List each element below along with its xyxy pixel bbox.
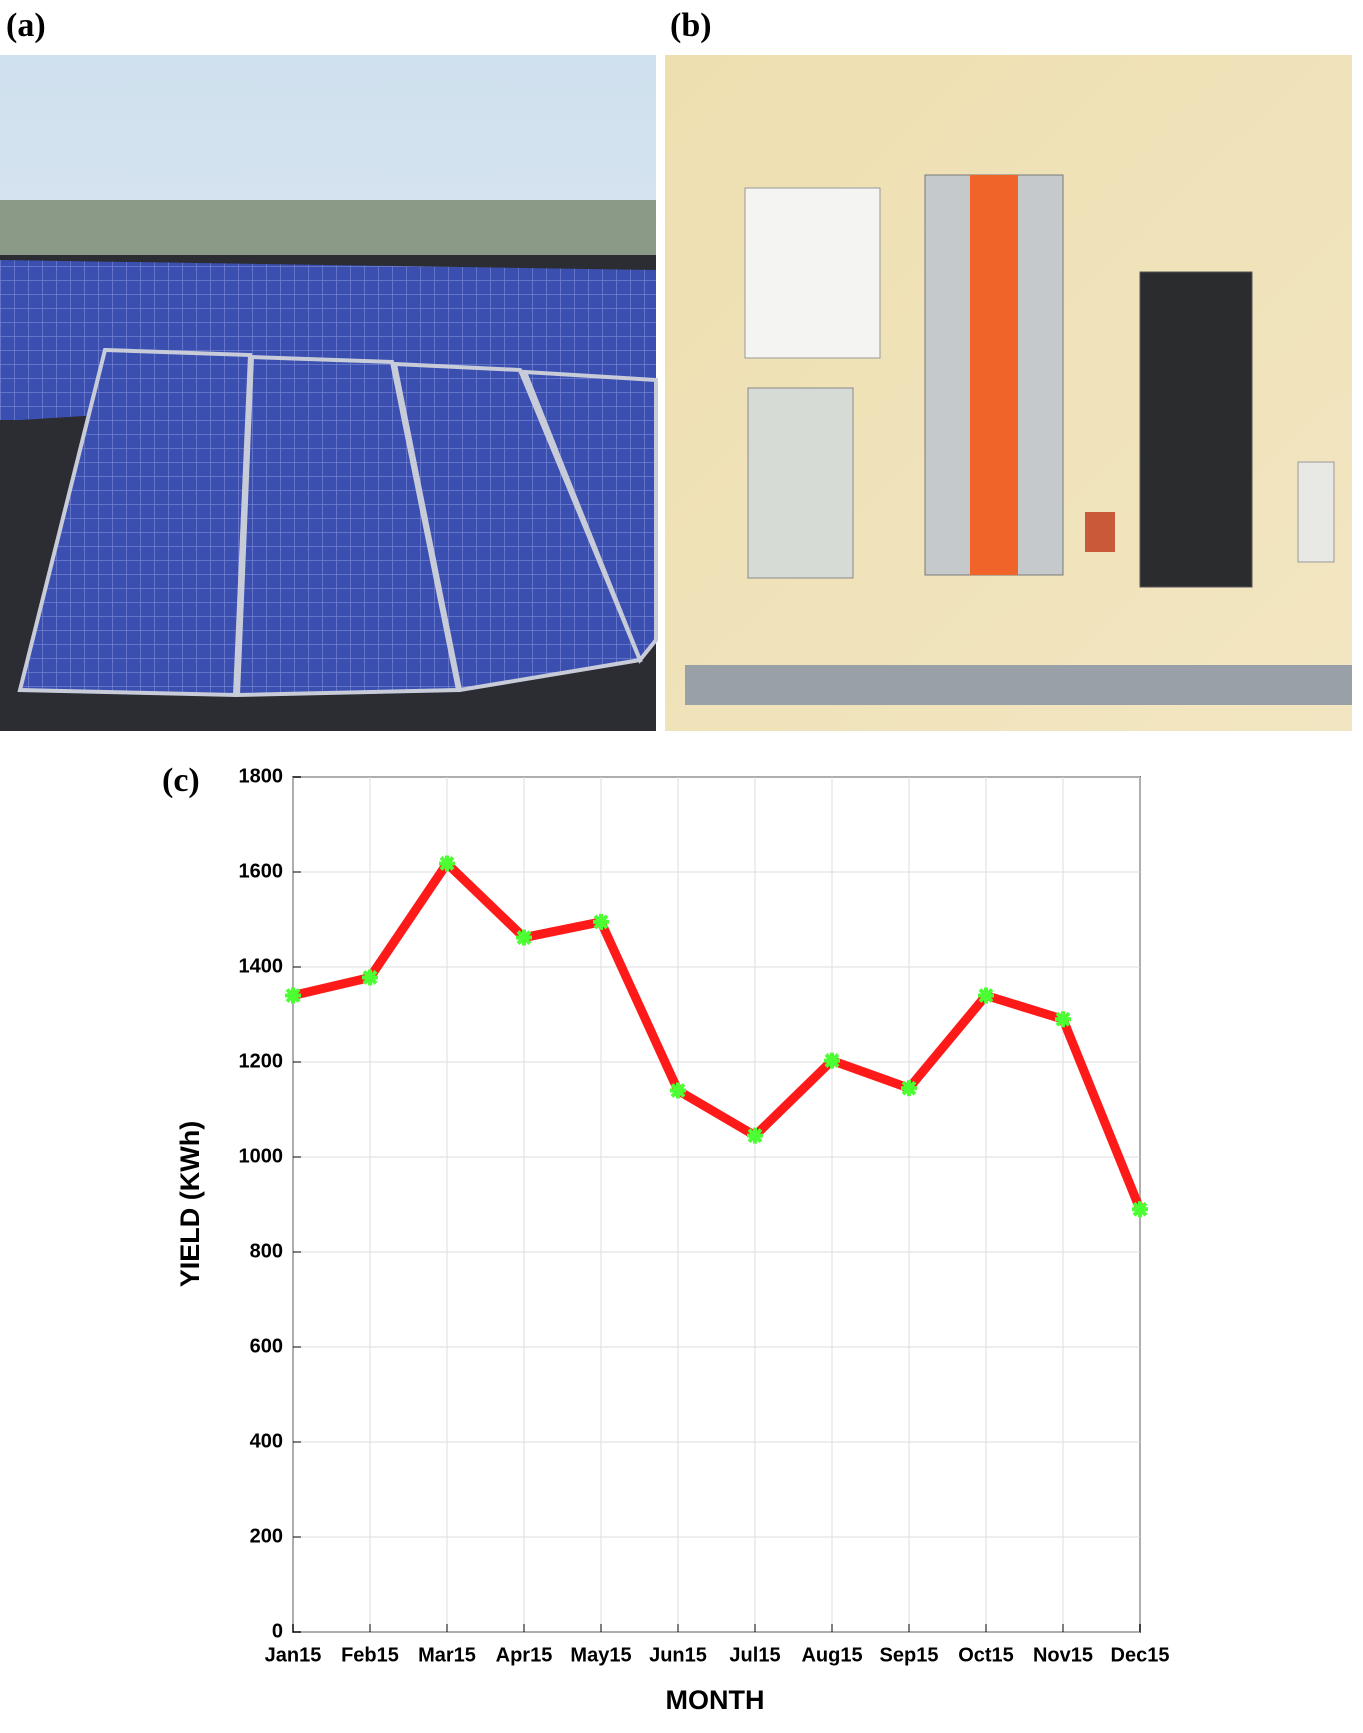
x-tick-label: Aug15	[801, 1644, 862, 1666]
y-tick-label: 1000	[239, 1145, 284, 1167]
y-tick-label: 1400	[239, 955, 284, 977]
marker	[670, 1082, 686, 1099]
marker	[901, 1080, 917, 1097]
marker	[1055, 1011, 1071, 1028]
marker	[516, 929, 532, 946]
x-tick-label: Jun15	[649, 1644, 707, 1666]
x-tick-label: Feb15	[341, 1644, 399, 1666]
y-tick-label: 800	[250, 1240, 283, 1262]
marker	[439, 855, 455, 872]
x-tick-label: Jan15	[265, 1644, 322, 1666]
y-tick-label: 1200	[239, 1050, 284, 1072]
y-tick-label: 0	[272, 1620, 283, 1642]
panel-label: (c)	[162, 762, 200, 799]
marker	[747, 1127, 763, 1144]
marker	[978, 987, 994, 1004]
x-tick-label: Dec15	[1111, 1644, 1170, 1666]
marker	[593, 913, 609, 930]
y-tick-label: 200	[250, 1525, 283, 1547]
marker	[1132, 1201, 1148, 1218]
y-axis-label: YIELD (KWh)	[175, 1121, 205, 1287]
panel-label: (b)	[670, 7, 712, 44]
marker	[362, 969, 378, 986]
x-tick-label: Nov15	[1033, 1644, 1093, 1666]
y-tick-label: 600	[250, 1335, 283, 1357]
y-tick-label: 400	[250, 1430, 283, 1452]
x-tick-label: Mar15	[418, 1644, 476, 1666]
x-axis-label: MONTH	[666, 1685, 765, 1715]
series-line	[291, 858, 1145, 1211]
x-tick-label: Oct15	[958, 1644, 1014, 1666]
panel-label: (a)	[6, 7, 46, 44]
photo-inverter	[665, 55, 1352, 731]
y-tick-label: 1800	[239, 765, 284, 787]
x-tick-label: Jul15	[729, 1644, 780, 1666]
x-tick-label: May15	[570, 1644, 631, 1666]
x-tick-label: Apr15	[496, 1644, 553, 1666]
x-tick-label: Sep15	[880, 1644, 939, 1666]
photo-solar-panels	[0, 55, 658, 731]
y-tick-label: 1600	[239, 860, 284, 882]
marker	[285, 987, 301, 1004]
marker	[824, 1052, 840, 1069]
